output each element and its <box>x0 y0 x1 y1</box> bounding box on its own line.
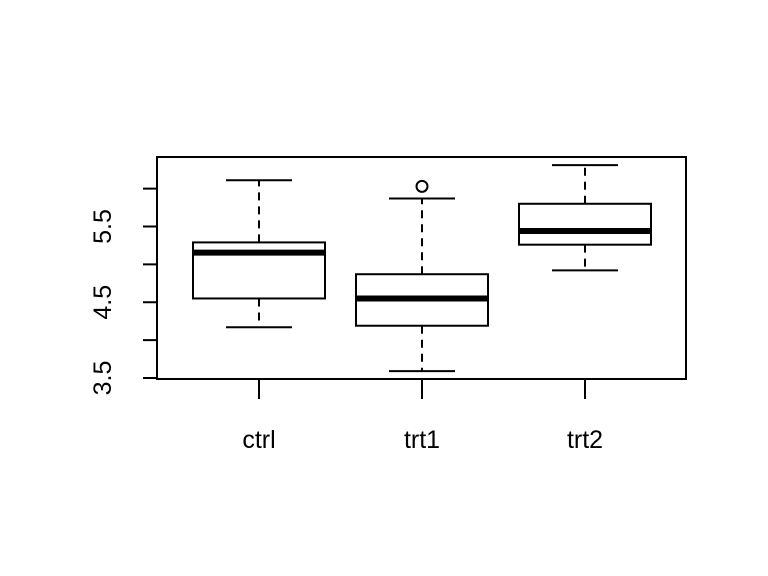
x-tick-label-ctrl: ctrl <box>242 426 275 454</box>
box-trt2 <box>518 202 652 246</box>
x-tick-label-trt2: trt2 <box>567 426 603 454</box>
chart-marks: 3.5 4.5 5.5 ctrl trt1 trt2 <box>89 164 652 454</box>
outlier-trt1-0 <box>415 179 429 193</box>
plot-frame <box>156 156 687 380</box>
y-tick-label-0: 3.5 <box>89 361 117 396</box>
x-tick-label-trt1: trt1 <box>404 426 440 454</box>
y-tick-label-4: 5.5 <box>89 209 117 244</box>
y-tick-label-2: 4.5 <box>89 285 117 320</box>
